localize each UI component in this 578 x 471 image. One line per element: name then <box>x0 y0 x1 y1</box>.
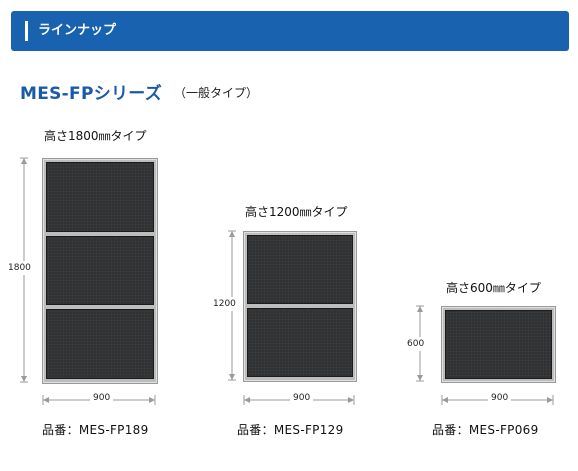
mat-panel <box>46 162 154 232</box>
product-number-2: 品番：MES-FP129 <box>237 423 344 437</box>
product-number-1: 品番：MES-FP189 <box>42 423 149 437</box>
height-label-600: 600 <box>407 337 425 351</box>
type-label-1200: 高さ1200㎜タイプ <box>245 205 348 219</box>
product-number-3: 品番：MES-FP069 <box>432 423 539 437</box>
height-label-1800: 1800 <box>8 261 31 275</box>
type-label-600: 高さ600㎜タイプ <box>446 281 541 295</box>
panel-frame-1200 <box>243 231 357 382</box>
height-label-1200: 1200 <box>213 297 236 311</box>
width-label-2: 900 <box>290 393 314 403</box>
mat-panel <box>46 236 154 305</box>
mat-panel <box>46 309 154 379</box>
header-accent-bar <box>25 21 28 41</box>
panel-frame-1800 <box>42 158 158 384</box>
panel-frame-600 <box>441 306 556 383</box>
series-title: MES-FPシリーズ <box>20 84 163 104</box>
mat-panel <box>445 310 552 379</box>
mat-panel <box>247 308 353 377</box>
type-label-1800: 高さ1800㎜タイプ <box>44 129 147 143</box>
series-subtitle: （一般タイプ） <box>174 86 259 100</box>
width-label-3: 900 <box>488 393 512 403</box>
mat-panel <box>247 235 353 304</box>
section-title: ラインナップ <box>38 23 117 38</box>
section-header: ラインナップ <box>11 11 569 51</box>
width-label-1: 900 <box>90 393 114 403</box>
